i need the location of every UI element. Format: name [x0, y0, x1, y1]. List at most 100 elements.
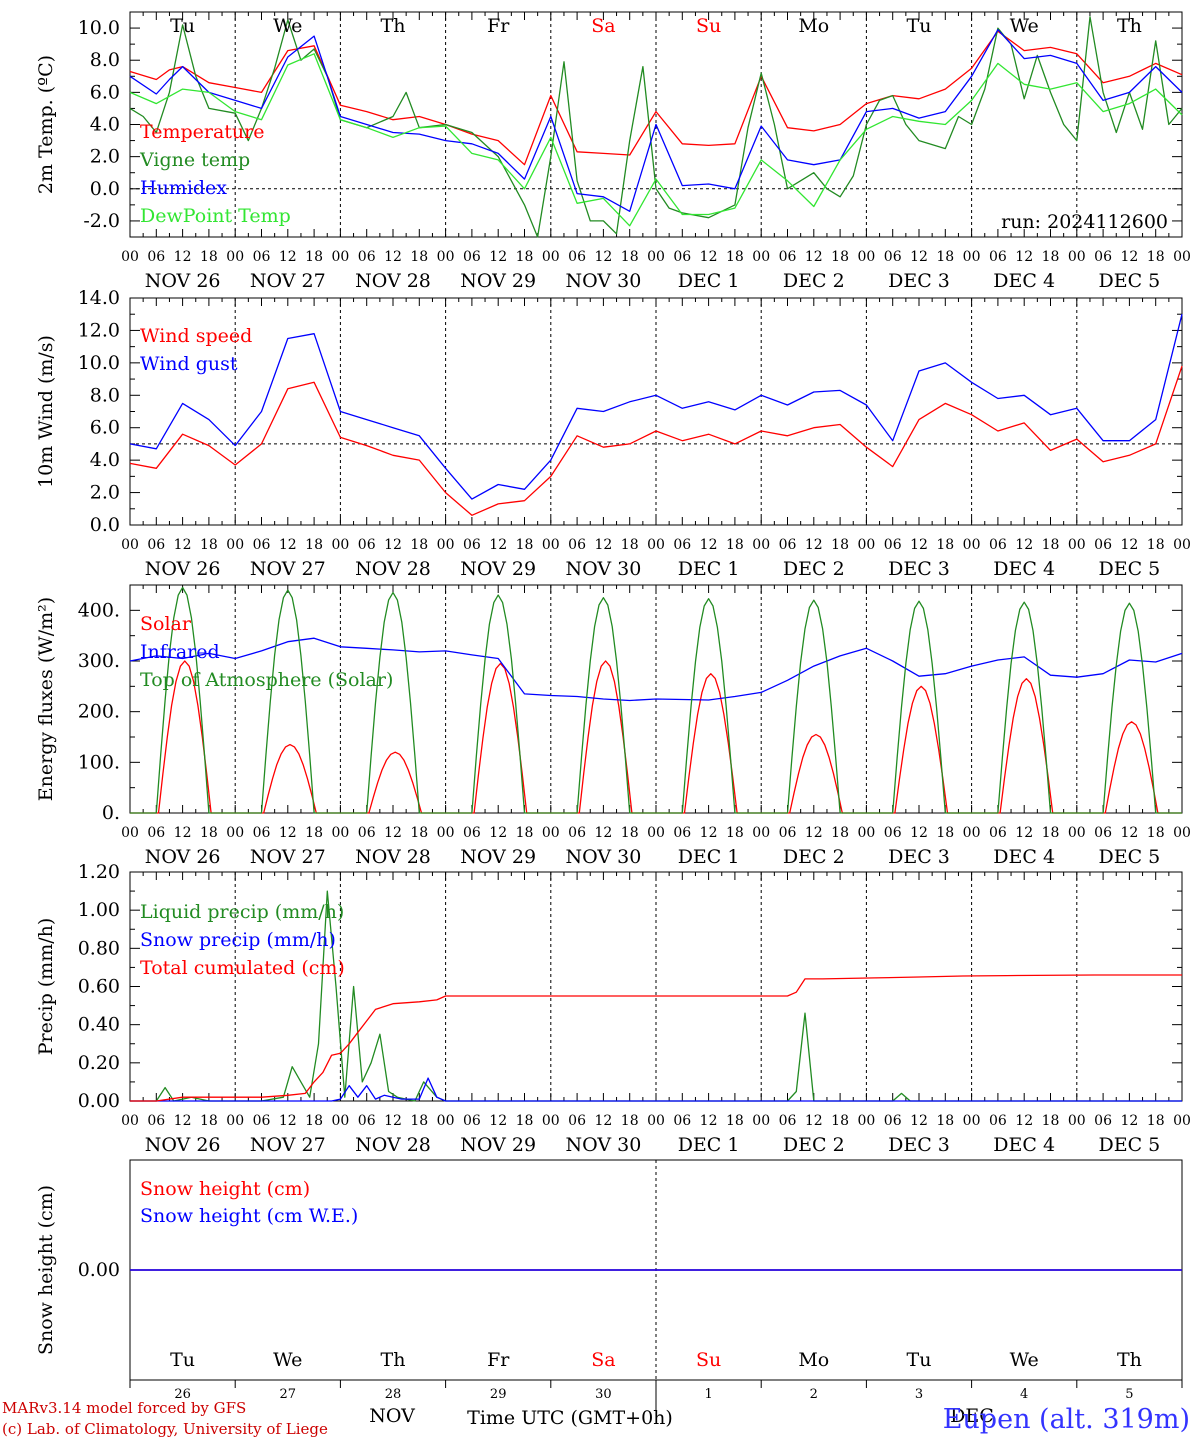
y-tick-label: 200. — [78, 701, 120, 723]
hour-label: 12 — [384, 825, 402, 841]
date-label: NOV 30 — [565, 270, 641, 292]
hour-label: 00 — [1068, 1113, 1086, 1129]
hour-label: 00 — [226, 1113, 244, 1129]
hour-label: 00 — [752, 825, 770, 841]
day-number: 26 — [174, 1387, 191, 1402]
hour-label: 06 — [253, 1113, 271, 1129]
hour-label: 12 — [910, 249, 928, 265]
date-label: NOV 28 — [355, 558, 431, 580]
day-name-top: We — [273, 15, 302, 37]
day-name-top: We — [1010, 15, 1039, 37]
hour-label: 00 — [752, 249, 770, 265]
legend-entry: Infrared — [140, 641, 220, 663]
hour-label: 06 — [779, 825, 797, 841]
day-name-top: Mo — [798, 15, 829, 37]
date-label: DEC 4 — [993, 1134, 1055, 1156]
x-axis-title: Time UTC (GMT+0h) — [467, 1407, 673, 1429]
y-tick-label: 0.0 — [90, 514, 120, 536]
hour-label: 00 — [121, 825, 139, 841]
hour-label: 06 — [463, 825, 481, 841]
hour-label: 00 — [647, 825, 665, 841]
hour-label: 12 — [805, 1113, 823, 1129]
legend-entry: Vigne temp — [139, 149, 250, 171]
legend-entry: DewPoint Temp — [140, 205, 291, 227]
hour-label: 06 — [989, 825, 1007, 841]
day-name-top: Th — [381, 15, 406, 37]
hour-label: 00 — [331, 825, 349, 841]
hour-label: 18 — [516, 1113, 534, 1129]
series-line — [129, 16, 1183, 238]
hour-label: 12 — [594, 825, 612, 841]
date-label: NOV 30 — [565, 846, 641, 868]
hour-label: 18 — [726, 1113, 744, 1129]
date-label: DEC 4 — [993, 270, 1055, 292]
hour-label: 06 — [253, 249, 271, 265]
hour-label: 18 — [831, 249, 849, 265]
day-name-bottom: Tu — [170, 1349, 195, 1371]
day-name-bottom: Sa — [591, 1349, 615, 1371]
hour-label: 12 — [700, 825, 718, 841]
y-tick-label: 400. — [78, 599, 120, 621]
date-label: NOV 26 — [145, 558, 221, 580]
hour-label: 12 — [1015, 537, 1033, 553]
day-number: 2 — [810, 1387, 818, 1402]
hour-label: 18 — [621, 825, 639, 841]
date-label: DEC 2 — [783, 270, 845, 292]
hour-label: 18 — [936, 537, 954, 553]
day-number: 5 — [1125, 1387, 1133, 1402]
hour-label: 06 — [358, 249, 376, 265]
hour-label: 06 — [463, 537, 481, 553]
hour-label: 00 — [437, 249, 455, 265]
hour-label: 18 — [831, 537, 849, 553]
date-label: DEC 3 — [888, 846, 950, 868]
hour-label: 00 — [331, 249, 349, 265]
date-label: NOV 30 — [565, 558, 641, 580]
date-label: NOV 27 — [250, 270, 326, 292]
date-label: DEC 2 — [783, 1134, 845, 1156]
hour-label: 12 — [384, 249, 402, 265]
date-label: NOV 26 — [145, 846, 221, 868]
hour-label: 00 — [121, 1113, 139, 1129]
date-label: DEC 5 — [1099, 846, 1161, 868]
hour-label: 12 — [1120, 537, 1138, 553]
credit-line-1: MARv3.14 model forced by GFS — [2, 1399, 246, 1417]
hour-label: 00 — [121, 249, 139, 265]
y-tick-label: 1.20 — [78, 861, 120, 883]
y-tick-label: 6.0 — [90, 81, 120, 103]
day-name-bottom: Mo — [798, 1349, 829, 1371]
hour-label: 12 — [489, 249, 507, 265]
hour-label: 12 — [384, 1113, 402, 1129]
day-name-bottom: We — [273, 1349, 302, 1371]
date-label: NOV 27 — [250, 846, 326, 868]
hour-label: 00 — [647, 249, 665, 265]
bottom-month-left: NOV — [369, 1405, 415, 1427]
legend-entry: Snow precip (mm/h) — [140, 929, 336, 951]
legend-entry: Temperature — [140, 121, 264, 143]
hour-label: 06 — [568, 537, 586, 553]
hour-label: 06 — [989, 537, 1007, 553]
hour-label: 00 — [226, 825, 244, 841]
hour-label: 06 — [884, 1113, 902, 1129]
y-tick-label: 100. — [78, 751, 120, 773]
hour-label: 18 — [726, 249, 744, 265]
y-tick-label: 0.0 — [90, 178, 120, 200]
series-line — [130, 1077, 1182, 1102]
hour-label: 12 — [1015, 1113, 1033, 1129]
series-line — [129, 29, 1183, 212]
date-label: DEC 1 — [678, 558, 740, 580]
date-label: DEC 3 — [888, 558, 950, 580]
hour-label: 18 — [726, 537, 744, 553]
hour-label: 00 — [1173, 249, 1191, 265]
series-line — [129, 637, 1183, 702]
hour-label: 00 — [226, 249, 244, 265]
hour-label: 12 — [1120, 825, 1138, 841]
day-name-bottom: We — [1010, 1349, 1039, 1371]
hour-label: 18 — [200, 249, 218, 265]
legend-entry: Total cumulated (cm) — [140, 957, 345, 979]
hour-label: 06 — [463, 1113, 481, 1129]
hour-label: 00 — [437, 825, 455, 841]
y-axis-label: Snow height (cm) — [35, 1185, 57, 1355]
hour-label: 06 — [253, 537, 271, 553]
y-tick-label: 10.0 — [78, 17, 120, 39]
